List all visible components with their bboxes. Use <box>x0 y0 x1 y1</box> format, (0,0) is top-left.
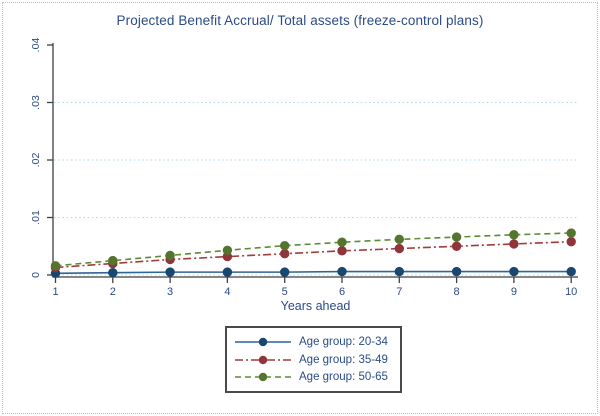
data-point-marker <box>337 237 347 247</box>
legend-sample-line-35-49 <box>235 355 291 364</box>
data-point-marker <box>165 267 175 277</box>
legend-label-35-49: Age group: 35-49 <box>299 353 388 366</box>
x-tick-label: 5 <box>282 286 288 298</box>
series-age-group-50-65 <box>50 228 576 271</box>
x-tick-label: 10 <box>565 286 577 298</box>
x-tick-label: 1 <box>52 286 58 298</box>
data-point-marker <box>566 236 576 247</box>
y-tick-label: 0 <box>30 272 42 278</box>
data-point-marker <box>280 249 290 259</box>
data-point-marker <box>222 267 233 277</box>
data-point-marker <box>50 261 61 271</box>
series-age-group-35-49 <box>50 236 576 273</box>
data-point-marker <box>280 267 290 277</box>
x-tick-label: 4 <box>224 286 230 298</box>
legend-row-age-35-49: Age group: 35-49 <box>227 354 400 366</box>
series-age-group-20-34 <box>50 266 576 278</box>
x-tick-label: 9 <box>511 286 517 298</box>
data-point-marker <box>165 250 175 261</box>
y-axis: 0 .01 .02 .03 .04 <box>30 38 54 278</box>
data-point-marker <box>280 240 290 251</box>
data-point-marker <box>108 255 118 266</box>
chart-title: Projected Benefit Accrual/ Total assets … <box>116 13 484 28</box>
data-point-marker <box>451 232 462 242</box>
data-point-marker <box>394 234 404 245</box>
data-point-marker <box>337 246 347 256</box>
legend-label-50-65: Age group: 50-65 <box>299 371 388 384</box>
y-tick-label: .04 <box>30 38 42 53</box>
y-tick-label: .02 <box>30 153 42 168</box>
x-tick-label: 6 <box>339 286 345 298</box>
data-point-marker <box>108 268 118 278</box>
data-point-marker <box>394 243 404 254</box>
x-axis: 1 2 3 4 5 6 7 8 9 10 <box>52 276 578 298</box>
data-point-marker <box>509 230 519 240</box>
data-point-marker <box>451 266 462 277</box>
legend-sample-line-50-65 <box>235 373 291 382</box>
data-point-marker <box>394 266 404 277</box>
x-axis-label: Years ahead <box>280 299 351 313</box>
gridlines <box>54 102 578 276</box>
data-point-marker <box>509 266 519 277</box>
y-tick-label: .03 <box>30 95 42 110</box>
x-tick-label: 8 <box>454 286 460 298</box>
data-point-marker <box>566 266 576 277</box>
x-tick-label: 7 <box>396 286 402 298</box>
legend: Age group: 20-34 Age group: 35-49 Age gr… <box>225 326 402 393</box>
data-point-marker <box>337 266 347 277</box>
data-point-marker <box>451 241 462 251</box>
x-tick-label: 2 <box>110 286 116 298</box>
y-tick-label: .01 <box>30 210 42 225</box>
data-point-marker <box>222 245 233 255</box>
data-point-marker <box>566 228 576 238</box>
legend-label-20-34: Age group: 20-34 <box>299 335 388 348</box>
x-tick-label: 3 <box>167 286 173 298</box>
legend-row-age-20-34: Age group: 20-34 <box>227 336 400 348</box>
legend-sample-line-20-34 <box>235 337 291 346</box>
legend-row-age-50-65: Age group: 50-65 <box>227 371 400 383</box>
data-point-marker <box>509 239 519 249</box>
